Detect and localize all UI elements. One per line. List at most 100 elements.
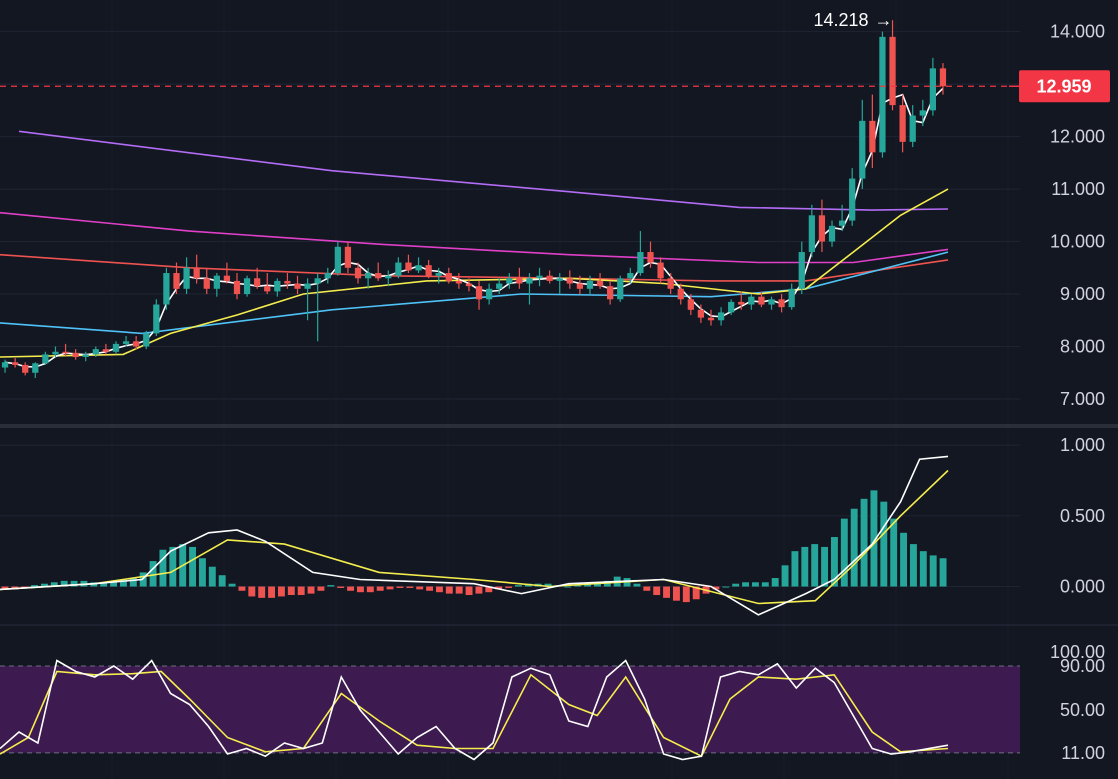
candle[interactable]: [849, 168, 856, 226]
candle[interactable]: [22, 362, 29, 376]
candle[interactable]: [496, 278, 503, 295]
candle[interactable]: [899, 94, 906, 153]
candle[interactable]: [576, 275, 584, 295]
candle[interactable]: [102, 343, 110, 355]
candle[interactable]: [284, 273, 291, 289]
candle[interactable]: [254, 267, 261, 289]
candle[interactable]: [264, 273, 271, 295]
candle[interactable]: [556, 273, 563, 295]
candle[interactable]: [778, 294, 785, 313]
candle[interactable]: [32, 362, 39, 379]
candle[interactable]: [122, 336, 130, 347]
candle[interactable]: [596, 273, 604, 289]
candle[interactable]: [1, 359, 9, 373]
candle[interactable]: [586, 275, 594, 295]
candle[interactable]: [919, 99, 926, 127]
candle[interactable]: [294, 275, 301, 295]
candle[interactable]: [233, 273, 241, 300]
candle[interactable]: [465, 278, 473, 292]
candle[interactable]: [657, 257, 664, 284]
candle[interactable]: [364, 267, 372, 289]
candle[interactable]: [304, 278, 311, 321]
candle[interactable]: [546, 270, 553, 284]
candle[interactable]: [526, 273, 533, 305]
candle[interactable]: [112, 341, 120, 355]
candle[interactable]: [385, 270, 392, 287]
candle[interactable]: [405, 254, 412, 274]
candle[interactable]: [213, 273, 220, 297]
candle[interactable]: [375, 262, 382, 281]
candle[interactable]: [12, 358, 19, 368]
candle[interactable]: [879, 31, 886, 158]
candle[interactable]: [728, 299, 735, 316]
candle[interactable]: [707, 309, 715, 326]
candle[interactable]: [859, 99, 866, 190]
candle[interactable]: [677, 283, 684, 305]
candle[interactable]: [425, 259, 432, 279]
candle[interactable]: [758, 291, 765, 308]
candle[interactable]: [697, 304, 705, 323]
candle[interactable]: [455, 273, 462, 289]
candle[interactable]: [687, 294, 694, 316]
candle[interactable]: [748, 294, 755, 310]
candle[interactable]: [627, 267, 634, 284]
candlesticks[interactable]: [1, 20, 947, 379]
candle[interactable]: [667, 273, 674, 295]
candle[interactable]: [717, 307, 725, 326]
candle[interactable]: [536, 267, 543, 287]
candle[interactable]: [143, 330, 150, 350]
candle[interactable]: [435, 267, 442, 284]
candle[interactable]: [909, 105, 916, 148]
candle[interactable]: [183, 257, 190, 295]
candle[interactable]: [738, 291, 745, 310]
candle[interactable]: [133, 336, 140, 350]
candle[interactable]: [768, 296, 775, 310]
candle[interactable]: [798, 241, 805, 295]
candle[interactable]: [869, 94, 876, 169]
macd-pane[interactable]: 1.000 0.500 0.000: [0, 435, 1105, 616]
candle[interactable]: [808, 204, 815, 258]
candle[interactable]: [939, 63, 947, 95]
candle[interactable]: [516, 267, 523, 289]
candle[interactable]: [223, 262, 231, 284]
candle[interactable]: [324, 267, 331, 284]
candle[interactable]: [163, 267, 170, 310]
candle[interactable]: [607, 280, 614, 305]
candle[interactable]: [637, 231, 644, 276]
candle[interactable]: [334, 241, 341, 276]
price-tick-label: 11.000: [1051, 179, 1105, 199]
candle[interactable]: [838, 204, 846, 232]
candle[interactable]: [475, 280, 483, 310]
candle[interactable]: [274, 278, 281, 297]
candle[interactable]: [647, 241, 654, 268]
candle[interactable]: [52, 346, 59, 358]
candle[interactable]: [72, 349, 79, 360]
candle[interactable]: [415, 257, 422, 274]
candle[interactable]: [92, 346, 99, 358]
candle[interactable]: [82, 351, 89, 362]
candle[interactable]: [314, 273, 321, 342]
candle[interactable]: [929, 57, 936, 116]
candle[interactable]: [506, 273, 513, 289]
candle[interactable]: [173, 262, 180, 295]
candle[interactable]: [354, 262, 362, 284]
candle[interactable]: [62, 343, 69, 356]
candle[interactable]: [486, 283, 493, 305]
candle[interactable]: [889, 20, 896, 111]
candle[interactable]: [344, 241, 352, 274]
candle[interactable]: [395, 257, 402, 279]
candle[interactable]: [193, 254, 200, 284]
candle[interactable]: [828, 220, 836, 247]
candle[interactable]: [203, 267, 210, 295]
candle[interactable]: [445, 267, 452, 284]
candle[interactable]: [617, 275, 624, 302]
candle[interactable]: [153, 299, 160, 337]
candle[interactable]: [788, 283, 795, 310]
candle[interactable]: [42, 351, 49, 365]
candle[interactable]: [818, 199, 826, 253]
candle[interactable]: [566, 270, 573, 289]
candle[interactable]: [243, 275, 251, 297]
